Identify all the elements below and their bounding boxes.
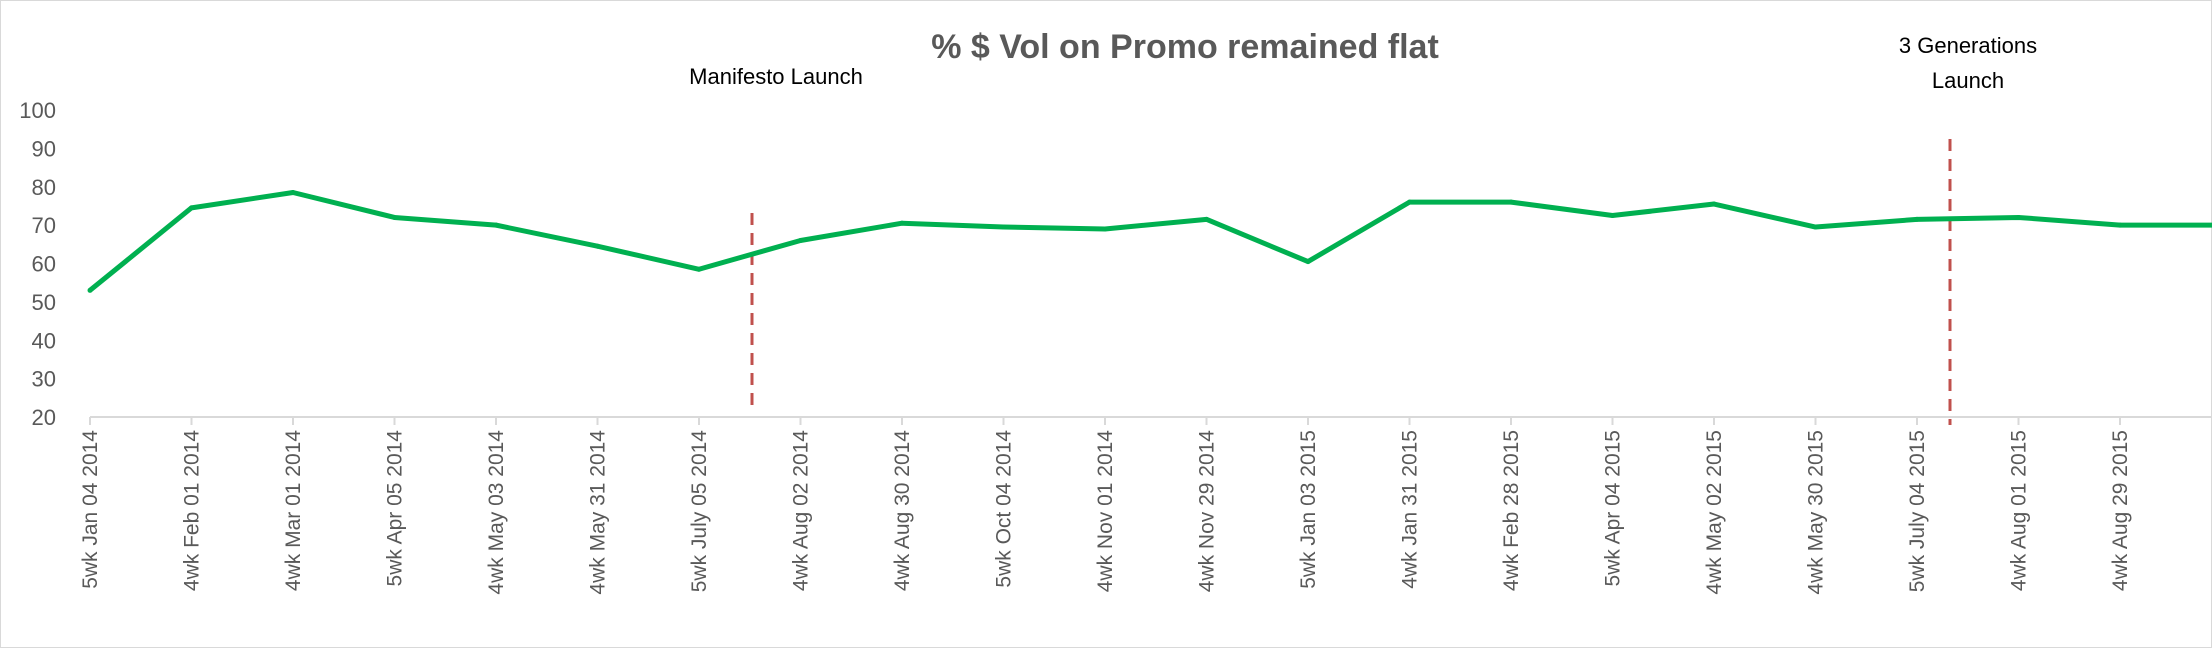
x-tick-label: 5wk Apr 04 2015 — [1602, 430, 1625, 586]
data-point — [2016, 214, 2021, 220]
y-tick-label: 20 — [32, 405, 56, 430]
data-point — [1914, 216, 1920, 222]
annotation-label: Manifesto Launch — [689, 64, 863, 89]
annotation-label: 3 Generations — [1899, 33, 2037, 58]
x-tick-label: 5wk Jan 03 2015 — [1297, 430, 1320, 589]
data-point — [595, 243, 600, 249]
data-point — [1305, 259, 1311, 265]
y-axis: 20 30 40 50 60 70 80 90 100 — [19, 98, 56, 430]
data-point — [696, 266, 702, 272]
data-point — [189, 205, 194, 211]
x-tick-label: 4wk Mar 01 2014 — [282, 430, 305, 591]
y-tick-label: 30 — [32, 367, 56, 392]
data-point — [2117, 222, 2123, 228]
x-tick-label: 5wk July 05 2014 — [688, 430, 711, 593]
y-tick-label: 90 — [32, 136, 56, 161]
x-tick-label: 5wk Jan 04 2014 — [79, 430, 102, 589]
y-tick-label: 60 — [32, 252, 56, 277]
x-tick-label: 4wk Aug 02 2014 — [790, 430, 813, 591]
x-tick-label: 4wk Feb 28 2015 — [1500, 430, 1523, 591]
data-point — [87, 287, 93, 293]
annotations: Manifesto Launch 3 Generations Launch — [689, 33, 2037, 425]
x-tick-label: 4wk Nov 29 2014 — [1196, 430, 1219, 593]
x-tick-label: 4wk Aug 01 2015 — [2008, 430, 2031, 591]
y-tick-label: 50 — [32, 290, 56, 315]
x-tick-label: 4wk Feb 01 2014 — [181, 430, 204, 591]
series-group — [87, 190, 2212, 293]
x-tick-label: 4wk Aug 30 2014 — [891, 430, 914, 591]
data-point — [1102, 226, 1108, 232]
y-tick-label: 40 — [32, 328, 56, 353]
data-point — [290, 190, 296, 196]
x-tick-label: 4wk Nov 01 2014 — [1094, 430, 1117, 593]
data-point — [493, 222, 499, 228]
x-tick-label: 4wk Aug 29 2015 — [2109, 430, 2132, 591]
x-tick-label: 4wk May 02 2015 — [1703, 430, 1726, 595]
series-line — [88, 190, 2212, 293]
x-tick-label: 5wk Oct 04 2014 — [993, 430, 1016, 588]
x-tick-label: 4wk May 03 2014 — [485, 430, 508, 595]
x-tick-label: 5wk Apr 05 2014 — [384, 430, 407, 587]
data-point — [1407, 199, 1412, 205]
data-point — [1508, 199, 1514, 205]
data-point — [1001, 224, 1006, 230]
data-point — [1813, 224, 1818, 230]
x-tick-label: 4wk May 31 2014 — [587, 430, 610, 595]
y-tick-label: 80 — [32, 175, 56, 200]
y-tick-label: 70 — [32, 213, 56, 238]
data-point — [899, 220, 905, 226]
annotation-label: Launch — [1932, 68, 2004, 93]
x-axis: 5wk Jan 04 2014 4wk Feb 01 2014 4wk Mar 01… — [79, 416, 2212, 595]
data-point — [1610, 213, 1615, 219]
data-point — [798, 237, 803, 243]
x-tick-label: 5wk July 04 2015 — [1906, 430, 1929, 592]
y-tick-label: 100 — [19, 98, 56, 123]
data-point — [1204, 216, 1209, 222]
x-tick-label: 4wk May 30 2015 — [1805, 430, 1828, 595]
data-point — [392, 214, 397, 220]
chart-title: % $ Vol on Promo remained flat — [931, 28, 1439, 66]
x-tick-label: 4wk Jan 31 2015 — [1399, 430, 1422, 589]
data-point — [1711, 201, 1717, 207]
